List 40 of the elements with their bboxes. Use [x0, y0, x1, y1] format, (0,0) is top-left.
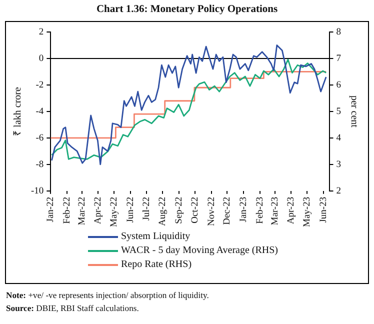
legend-label: System Liquidity [121, 230, 190, 244]
source-note: Source: DBIE, RBI Staff calculations. [6, 302, 140, 315]
y-tick-label: 2 [38, 28, 44, 38]
y2-tick-label: 7 [336, 54, 342, 64]
y-axis-title: ₹ lakh crore [12, 86, 24, 136]
y2-tick-label: 6 [336, 80, 342, 90]
x-tick-label: Dec-22 [222, 196, 233, 225]
y2-tick-label: 4 [336, 133, 342, 144]
x-tick-label: Feb-22 [62, 196, 73, 224]
y2-tick-label: 8 [336, 28, 342, 38]
x-tick-label: Sep-22 [174, 196, 185, 224]
y2-tick-label: 5 [336, 106, 342, 117]
x-tick-label: May-23 [302, 196, 313, 227]
x-tick-label: May-22 [110, 196, 120, 227]
x-tick-label: Apr-22 [94, 196, 104, 224]
y2-tick-label: 3 [336, 160, 342, 170]
y2-axis-title: per cent [348, 95, 360, 128]
x-tick-label: Nov-22 [206, 196, 217, 226]
y-tick-label: -2 [36, 80, 44, 90]
y-tick-label: -8 [36, 160, 44, 170]
y-tick-label: 0 [38, 54, 44, 64]
x-tick-label: Mar-22 [77, 196, 88, 226]
x-tick-label: Mar-23 [270, 196, 280, 226]
y-tick-label: -10 [30, 186, 44, 196]
x-tick-label: Jun-22 [126, 196, 136, 223]
x-tick-label: Jan-22 [46, 196, 56, 222]
y-tick-label: -4 [36, 106, 44, 117]
legend-label: WACR - 5 day Moving Average (RHS) [121, 244, 278, 258]
y-tick-label: -6 [36, 133, 44, 144]
x-tick-label: Feb-23 [256, 196, 266, 224]
x-tick-label: Jul-22 [142, 196, 152, 221]
x-tick-label: Jan-23 [239, 196, 250, 222]
legend-label: Repo Rate (RHS) [121, 258, 192, 272]
x-tick-label: Jun-23 [318, 196, 329, 223]
text: Note: +ve/ -ve represents injection/ absorption of liquidity. [6, 289, 209, 302]
chart-title: Chart 1.36: Monetary Policy Operations [95, 4, 279, 15]
x-tick-label: Oct-22 [190, 196, 200, 224]
x-tick-label: Apr-23 [286, 196, 297, 224]
x-tick-label: Aug-22 [158, 196, 168, 226]
y2-tick-label: 2 [336, 186, 342, 196]
